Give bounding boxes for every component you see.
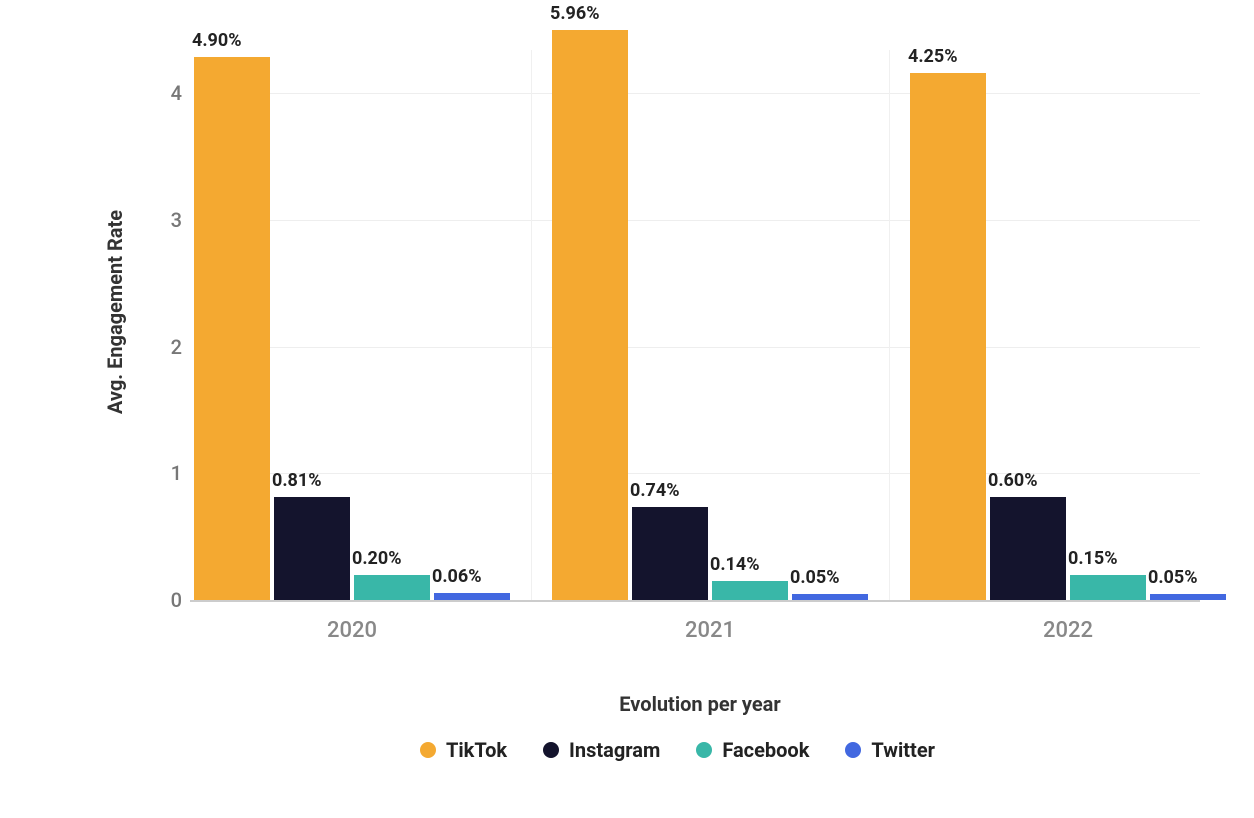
bar-value-label: 0.05%	[1148, 567, 1198, 588]
gridline	[200, 220, 1200, 221]
bar-tiktok	[194, 57, 270, 600]
legend-item-instagram: Instagram	[543, 738, 660, 762]
bar-value-label: 0.81%	[272, 470, 322, 491]
gridline	[200, 347, 1200, 348]
legend: TikTok Instagram Facebook Twitter	[420, 738, 935, 762]
bar-twitter	[1150, 594, 1226, 600]
y-tick-label: 1	[142, 461, 182, 485]
bar-value-label: 0.05%	[790, 567, 840, 588]
legend-swatch	[543, 742, 559, 758]
legend-swatch	[696, 742, 712, 758]
y-tick-label: 3	[142, 208, 182, 232]
bar-twitter	[434, 593, 510, 600]
x-tick-label: 2022	[910, 618, 1226, 643]
x-axis-line	[190, 600, 1200, 602]
group-separator	[531, 50, 532, 600]
bar-tiktok	[552, 30, 628, 600]
bar-value-label: 0.06%	[432, 566, 482, 587]
bar-facebook	[712, 581, 788, 600]
x-tick-label: 2021	[552, 618, 868, 643]
plot-area: 012344.90%0.81%0.20%0.06%20205.96%0.74%0…	[200, 30, 1200, 600]
y-axis-label: Avg. Engagement Rate	[103, 182, 127, 442]
bar-facebook	[1070, 575, 1146, 600]
bar-twitter	[792, 594, 868, 600]
gridline	[200, 473, 1200, 474]
legend-label: TikTok	[446, 738, 507, 762]
bar-value-label: 4.90%	[192, 30, 242, 51]
legend-label: Facebook	[722, 738, 809, 762]
bar-instagram	[274, 497, 350, 600]
legend-label: Instagram	[569, 738, 660, 762]
legend-swatch	[420, 742, 436, 758]
bar-value-label: 0.74%	[630, 480, 680, 501]
bar-value-label: 0.15%	[1068, 548, 1118, 569]
bar-value-label: 0.14%	[710, 554, 760, 575]
bar-tiktok	[910, 73, 986, 600]
bar-value-label: 4.25%	[908, 46, 958, 67]
bar-value-label: 0.60%	[988, 470, 1038, 491]
engagement-chart: Avg. Engagement Rate 0 1 2 3 4 4.90% 0.81% 0.20…	[0, 0, 1254, 818]
bar-value-label: 0.20%	[352, 548, 402, 569]
bar-instagram	[632, 507, 708, 600]
y-tick-label: 2	[142, 335, 182, 359]
x-tick-label: 2020	[194, 618, 510, 643]
bar-value-label: 5.96%	[550, 3, 600, 24]
legend-item-tiktok: TikTok	[420, 738, 507, 762]
legend-item-facebook: Facebook	[696, 738, 809, 762]
legend-label: Twitter	[871, 738, 935, 762]
group-separator	[889, 50, 890, 600]
y-tick-label: 0	[142, 588, 182, 612]
bar-facebook	[354, 575, 430, 600]
x-axis-label: Evolution per year	[200, 692, 1200, 716]
legend-item-twitter: Twitter	[845, 738, 935, 762]
y-tick-label: 4	[142, 81, 182, 105]
gridline	[200, 93, 1200, 94]
legend-swatch	[845, 742, 861, 758]
bar-instagram	[990, 497, 1066, 600]
